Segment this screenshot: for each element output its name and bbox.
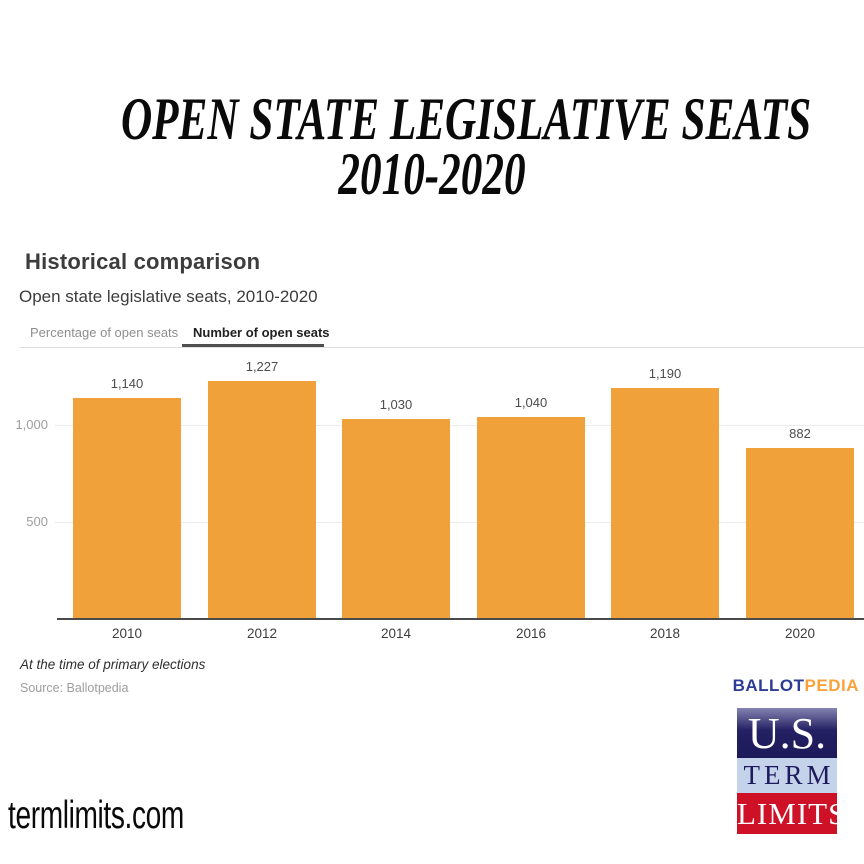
bar-2012: [208, 381, 316, 619]
bar-value-label: 1,030: [379, 397, 413, 412]
tab-divider: [19, 347, 864, 348]
bar-value-label: 1,040: [514, 395, 548, 410]
poster-title: OPEN STATE LEGISLATIVE SEATS 2010-2020: [120, 86, 812, 207]
x-axis-category-label: 2016: [515, 626, 547, 641]
ballotpedia-logo-pedia: PEDIA: [804, 676, 859, 695]
active-tab-underline: [182, 344, 324, 347]
x-axis-category-label: 2018: [649, 626, 681, 641]
bar-chart: 500 1,000 1,140 2010 1,227 2012 1,030 2014 1,040…: [0, 347, 864, 647]
x-axis-category-label: 2010: [111, 626, 143, 641]
y-axis-tick-label: 1,000: [15, 417, 48, 432]
bar-2018: [611, 388, 719, 619]
chart-source: Source: Ballotpedia: [20, 681, 129, 695]
poster-title-line2: 2010-2020: [338, 141, 526, 207]
bar-value-label: 1,140: [110, 376, 144, 391]
x-axis-category-label: 2012: [246, 626, 278, 641]
gridline-500: [55, 522, 864, 523]
chart-footnote: At the time of primary elections: [20, 657, 206, 672]
poster-title-line1: OPEN STATE LEGISLATIVE SEATS: [120, 86, 812, 152]
widget-subtitle: Open state legislative seats, 2010-2020: [19, 287, 318, 306]
ustl-limits-band: LIMITS: [737, 793, 845, 834]
bar-value-label: 882: [789, 426, 811, 441]
x-axis-baseline: [57, 618, 864, 620]
x-axis-category-label: 2014: [380, 626, 412, 641]
us-term-limits-logo: U.S. TERM LIMITS: [737, 708, 845, 834]
bar-2020: [746, 448, 854, 619]
ballotpedia-logo-ballot: BALLOT: [732, 676, 805, 695]
bar-2010: [73, 398, 181, 619]
y-axis-tick-label: 500: [26, 514, 48, 529]
tab-number-of-open-seats[interactable]: Number of open seats: [193, 325, 330, 340]
gridline-1,000: [55, 425, 864, 426]
x-axis-category-label: 2020: [784, 626, 816, 641]
widget-heading: Historical comparison: [25, 249, 261, 274]
bar-value-label: 1,227: [245, 359, 279, 374]
bar-value-label: 1,190: [648, 366, 682, 381]
ustl-term-band: TERM: [737, 758, 837, 793]
ballotpedia-logo: BALLOTPEDIA: [733, 676, 859, 696]
website-url: termlimits.com: [8, 794, 184, 837]
bar-2016: [477, 417, 585, 619]
ustl-us-band: U.S.: [737, 708, 837, 758]
bar-2014: [342, 419, 450, 619]
tab-percentage-of-open-seats[interactable]: Percentage of open seats: [30, 325, 179, 340]
